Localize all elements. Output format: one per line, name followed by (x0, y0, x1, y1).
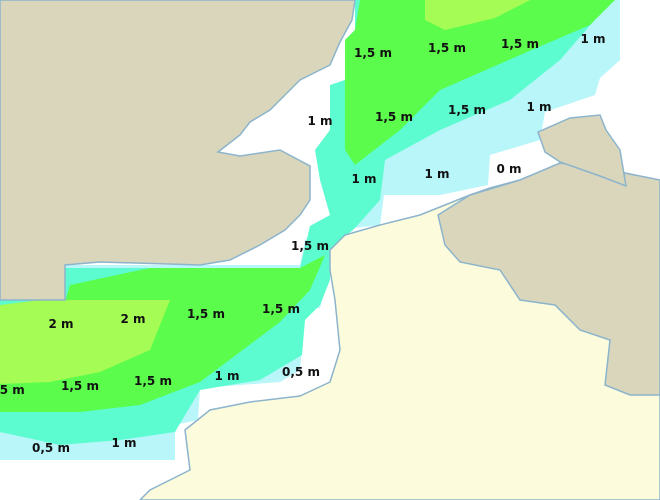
wave-height-label: 1,5 m (61, 379, 99, 393)
wave-height-label: 1,5 m (134, 374, 172, 388)
land-belgium (437, 162, 660, 396)
wave-height-label: 1 m (351, 172, 377, 186)
wave-height-label: 0,5 m (32, 441, 70, 455)
wave-height-label: 0 m (496, 162, 522, 176)
wave-height-label: 1,5 m (187, 307, 225, 321)
wave-height-label: 1 m (111, 436, 137, 450)
land-netherlands (537, 114, 627, 188)
wave-height-label: 2 m (48, 317, 74, 331)
wave-height-label: 0,5 m (282, 365, 320, 379)
zone-2m-south (0, 300, 170, 384)
wave-height-label: ,5 m (0, 383, 25, 397)
wave-height-label: 2 m (120, 312, 146, 326)
wave-height-label: 1,5 m (448, 103, 486, 117)
zone-2m-north (425, 0, 530, 30)
wave-height-label: 1 m (526, 100, 552, 114)
land-england (0, 0, 356, 301)
wave-height-label: 1,5 m (428, 41, 466, 55)
zone-1-5m-north (345, 0, 615, 165)
wave-height-label: 1,5 m (291, 239, 329, 253)
wave-height-label: 1,5 m (354, 46, 392, 60)
wave-height-label: 1 m (580, 32, 606, 46)
wave-height-label: 1,5 m (375, 110, 413, 124)
wave-height-label: 1 m (424, 167, 450, 181)
wave-height-label: 1 m (307, 114, 333, 128)
wave-height-label: 1 m (214, 369, 240, 383)
wave-height-label: 1,5 m (262, 302, 300, 316)
wave-height-label: 1,5 m (501, 37, 539, 51)
